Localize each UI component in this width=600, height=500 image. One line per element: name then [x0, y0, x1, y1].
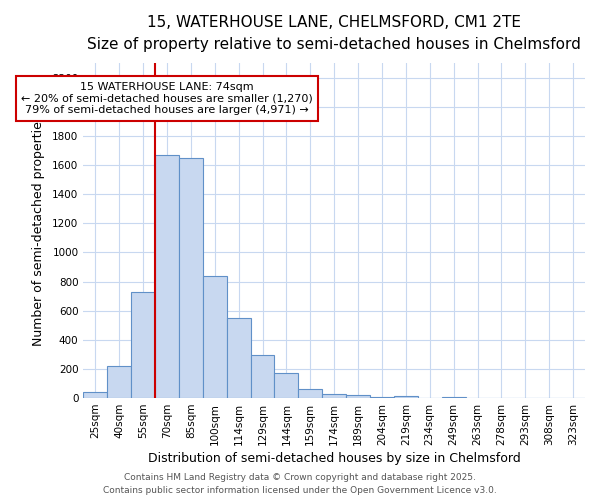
Y-axis label: Number of semi-detached properties: Number of semi-detached properties — [32, 115, 46, 346]
Bar — [274, 372, 298, 398]
Bar — [83, 392, 107, 398]
X-axis label: Distribution of semi-detached houses by size in Chelmsford: Distribution of semi-detached houses by … — [148, 452, 521, 465]
Bar — [179, 158, 203, 398]
Bar — [322, 394, 346, 398]
Bar — [251, 355, 274, 398]
Bar — [346, 395, 370, 398]
Bar — [131, 292, 155, 398]
Bar — [107, 366, 131, 398]
Text: 15 WATERHOUSE LANE: 74sqm
← 20% of semi-detached houses are smaller (1,270)
79% : 15 WATERHOUSE LANE: 74sqm ← 20% of semi-… — [21, 82, 313, 115]
Bar — [203, 276, 227, 398]
Bar — [227, 318, 251, 398]
Text: Contains HM Land Registry data © Crown copyright and database right 2025.
Contai: Contains HM Land Registry data © Crown c… — [103, 474, 497, 495]
Bar — [394, 396, 418, 398]
Bar — [298, 388, 322, 398]
Bar — [155, 155, 179, 398]
Title: 15, WATERHOUSE LANE, CHELMSFORD, CM1 2TE
Size of property relative to semi-detac: 15, WATERHOUSE LANE, CHELMSFORD, CM1 2TE… — [87, 15, 581, 52]
